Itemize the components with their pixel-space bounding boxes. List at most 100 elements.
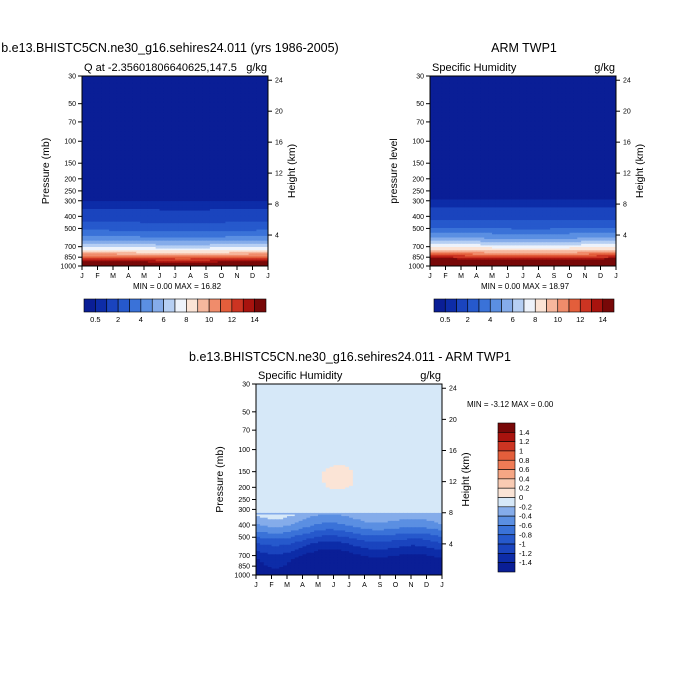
field-cell xyxy=(182,194,188,197)
field-cell xyxy=(93,234,99,237)
field-cell xyxy=(244,216,250,220)
field-cell xyxy=(124,209,130,212)
field-cell xyxy=(140,193,145,196)
field-cell xyxy=(182,182,188,185)
field-cell xyxy=(101,112,106,115)
field-cell xyxy=(240,121,246,125)
field-cell xyxy=(190,118,195,121)
field-cell xyxy=(113,88,118,91)
field-cell xyxy=(136,134,141,137)
field-cell xyxy=(233,210,238,213)
field-cell xyxy=(105,150,110,153)
field-cell xyxy=(213,174,219,177)
field-cell xyxy=(248,220,254,223)
field-cell xyxy=(217,220,223,223)
field-cell xyxy=(213,147,219,150)
field-cell xyxy=(198,121,203,125)
field-cell xyxy=(85,101,91,104)
field-cell xyxy=(213,125,219,128)
field-cell xyxy=(206,107,211,110)
field-cell xyxy=(252,126,257,129)
field-cell xyxy=(221,80,226,83)
field-cell xyxy=(116,88,122,91)
field-cell xyxy=(244,145,250,148)
field-cell xyxy=(248,239,254,242)
field-cell xyxy=(136,212,141,215)
field-cell xyxy=(93,216,99,220)
field-cell xyxy=(178,134,184,137)
field-cell xyxy=(202,207,207,210)
field-cell xyxy=(159,223,164,226)
field-cell xyxy=(82,134,87,137)
field-cell xyxy=(151,101,157,104)
field-cell xyxy=(171,107,176,110)
field-cell xyxy=(237,234,242,237)
field-cell xyxy=(202,134,207,137)
field-cell xyxy=(124,83,130,87)
field-cell xyxy=(252,220,257,223)
field-cell xyxy=(140,131,145,134)
field-cell xyxy=(144,221,149,224)
field-cell xyxy=(182,229,188,232)
field-cell xyxy=(101,155,106,158)
field-cell xyxy=(167,158,172,161)
field-cell xyxy=(198,99,203,102)
field-cell xyxy=(147,128,153,131)
field-cell xyxy=(252,144,257,147)
field-cell xyxy=(167,114,172,117)
field-cell xyxy=(136,125,141,128)
field-cell xyxy=(97,196,102,199)
field-cell xyxy=(128,114,133,117)
field-cell xyxy=(101,191,106,194)
field-cell xyxy=(159,156,164,159)
field-cell xyxy=(206,216,211,220)
field-cell xyxy=(163,115,168,118)
field-cell xyxy=(167,183,172,186)
field-cell xyxy=(167,223,172,226)
field-cell xyxy=(97,79,102,82)
field-cell xyxy=(116,161,122,164)
field-cell xyxy=(155,228,161,231)
field-cell xyxy=(124,193,130,196)
field-cell xyxy=(213,137,219,140)
field-cell xyxy=(147,99,153,102)
field-cell xyxy=(190,237,195,240)
field-cell xyxy=(159,177,164,180)
field-cell xyxy=(82,109,87,112)
field-cell xyxy=(171,190,176,193)
field-cell xyxy=(175,83,180,87)
field-cell xyxy=(120,121,126,125)
field-cell xyxy=(182,126,188,129)
field-cell xyxy=(260,87,265,90)
field-cell xyxy=(124,110,130,114)
field-cell xyxy=(260,204,265,207)
field-cell xyxy=(178,147,184,150)
field-cell xyxy=(97,126,102,129)
field-cell xyxy=(151,234,157,237)
field-cell xyxy=(171,148,176,152)
field-cell xyxy=(198,209,203,212)
field-cell xyxy=(190,175,195,178)
field-cell xyxy=(132,201,137,204)
field-cell xyxy=(252,139,257,142)
field-cell xyxy=(229,117,234,120)
field-cell xyxy=(132,210,137,213)
field-cell xyxy=(101,221,106,224)
field-cell xyxy=(252,174,257,177)
field-cell xyxy=(105,87,110,90)
field-cell xyxy=(116,164,122,167)
field-cell xyxy=(136,183,141,186)
field-cell xyxy=(202,180,207,183)
field-cell xyxy=(140,93,145,96)
field-cell xyxy=(175,109,180,112)
field-cell xyxy=(175,144,180,147)
field-cell xyxy=(128,126,133,129)
field-cell xyxy=(147,155,153,158)
field-cell xyxy=(260,191,265,194)
field-cell xyxy=(85,221,91,224)
field-cell xyxy=(128,91,133,95)
field-cell xyxy=(229,156,234,159)
field-cell xyxy=(178,224,184,228)
field-cell xyxy=(155,158,161,161)
field-cell xyxy=(167,121,172,125)
